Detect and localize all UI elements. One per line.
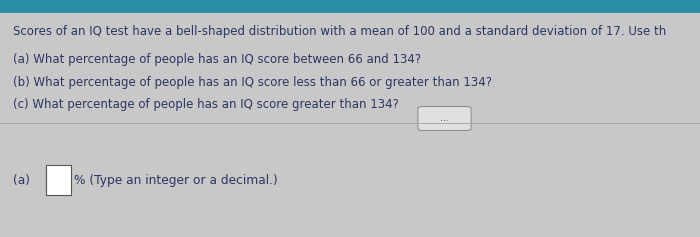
FancyBboxPatch shape [46, 165, 71, 195]
Text: Scores of an IQ test have a bell-shaped distribution with a mean of 100 and a st: Scores of an IQ test have a bell-shaped … [13, 25, 666, 38]
Text: (c) What percentage of people has an IQ score greater than 134?: (c) What percentage of people has an IQ … [13, 98, 398, 111]
FancyBboxPatch shape [418, 107, 471, 130]
FancyBboxPatch shape [0, 0, 700, 13]
Text: (a): (a) [13, 174, 34, 187]
Text: (b) What percentage of people has an IQ score less than 66 or greater than 134?: (b) What percentage of people has an IQ … [13, 76, 491, 89]
Text: ...: ... [440, 114, 449, 123]
Text: % (Type an integer or a decimal.): % (Type an integer or a decimal.) [74, 174, 278, 187]
Text: (a) What percentage of people has an IQ score between 66 and 134?: (a) What percentage of people has an IQ … [13, 53, 421, 66]
